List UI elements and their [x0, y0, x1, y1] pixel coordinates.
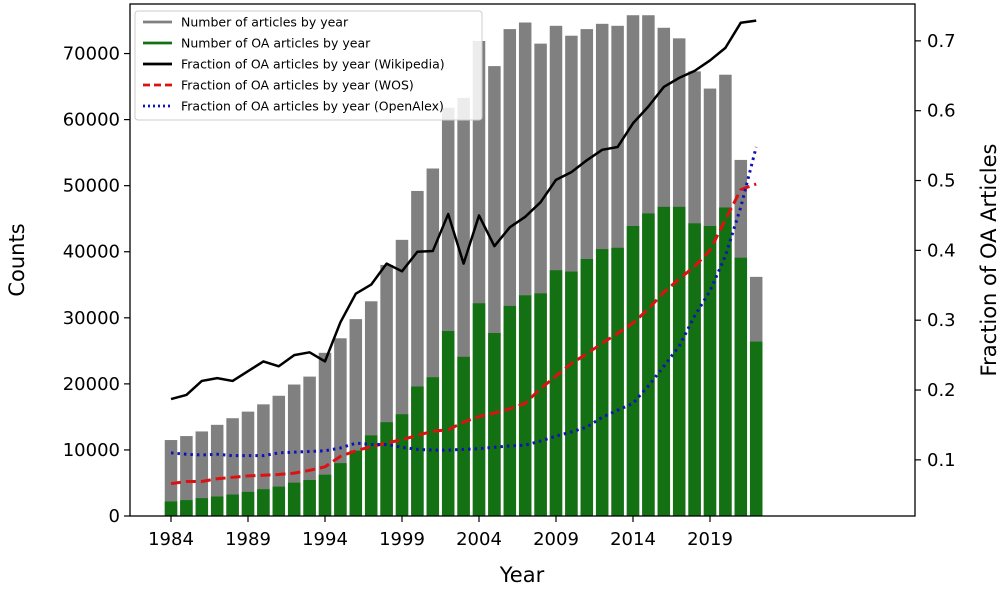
oa-bar-2013 [611, 247, 624, 516]
oa-bar-1988 [226, 494, 239, 516]
legend-label-total: Number of articles by year [181, 15, 349, 30]
oa-bar-1996 [349, 450, 363, 516]
oa-bar-1993 [303, 479, 316, 516]
y-left-tick-label-70000: 70000 [63, 44, 120, 65]
oa-bar-1994 [318, 474, 332, 516]
total-bar-1990 [257, 404, 270, 516]
openalex-fraction-line [170, 146, 758, 458]
oa-bar-2006 [503, 305, 517, 516]
oa-bar-2022 [749, 341, 763, 516]
total-bar-1985 [180, 436, 193, 516]
oa-bar-2018 [688, 223, 701, 516]
y-right-tick-label-0.3: 0.3 [927, 310, 956, 331]
oa-bar-1997 [364, 435, 378, 516]
oa-articles-bars [164, 206, 763, 517]
total-bar-1988 [226, 418, 239, 516]
oa-bar-2012 [595, 249, 609, 516]
oa-bar-1999 [395, 414, 409, 516]
total-bar-1987 [210, 424, 224, 516]
x-tick-label-2014: 2014 [610, 529, 656, 550]
y-right-tick-label-0.5: 0.5 [927, 171, 956, 192]
oa-bar-1989 [241, 491, 255, 516]
total-bar-1991 [272, 395, 286, 516]
x-tick-label-2009: 2009 [533, 529, 579, 550]
oa-bar-2003 [457, 356, 470, 516]
oa-bar-2017 [672, 206, 686, 516]
oa-bar-1998 [380, 422, 393, 516]
legend-box [134, 10, 483, 121]
legend-label-wikipedia: Fraction of OA articles by year (Wikiped… [181, 57, 445, 72]
oa-bar-2011 [580, 259, 594, 516]
x-tick-label-2019: 2019 [687, 529, 733, 550]
y-axis-right: 0.1 0.2 0.3 0.4 0.5 0.6 0.7 [915, 31, 956, 471]
wos-fraction-line [170, 182, 757, 486]
y-right-tick-label-0.7: 0.7 [927, 31, 956, 52]
x-tick-label-1984: 1984 [148, 529, 194, 550]
fraction-lines [170, 19, 758, 486]
oa-bar-1990 [257, 489, 270, 516]
y-right-tick-label-0.2: 0.2 [927, 380, 956, 401]
y-left-tick-label-10000: 10000 [63, 440, 120, 461]
wikipedia-fraction-line [170, 19, 757, 401]
y-axis-right-title: Fraction of OA Articles [977, 144, 1000, 377]
oa-bar-2020 [719, 207, 732, 517]
oa-bar-2009 [549, 270, 563, 516]
oa-bar-2014 [626, 225, 640, 517]
x-tick-label-2004: 2004 [456, 529, 502, 550]
oa-bar-1991 [272, 486, 286, 516]
y-axis-left-title: Counts [5, 223, 29, 296]
x-axis-title: Year [499, 563, 545, 587]
oa-bar-1995 [334, 463, 347, 516]
oa-bar-2016 [657, 206, 671, 516]
total-bar-1984 [164, 440, 178, 516]
y-axis-left: 0 10000 20000 30000 40000 50000 60000 70000 [63, 44, 130, 527]
oa-bar-2004 [472, 303, 486, 516]
x-axis: 1984 1989 1994 1999 2004 2009 2014 2019 [148, 516, 733, 550]
y-left-tick-label-0: 0 [109, 506, 120, 527]
y-right-tick-label-0.1: 0.1 [927, 450, 956, 471]
plot-frame [129, 3, 916, 517]
oa-bar-2019 [703, 225, 717, 517]
x-tick-label-1989: 1989 [225, 529, 271, 550]
y-left-tick-label-40000: 40000 [63, 242, 120, 263]
legend-label-openalex: Fraction of OA articles by year (OpenAle… [181, 99, 444, 114]
y-left-tick-label-20000: 20000 [63, 374, 120, 395]
x-tick-label-1999: 1999 [379, 529, 425, 550]
legend: Number of articles by year Number of OA a… [134, 10, 483, 121]
oa-bar-2005 [488, 333, 501, 516]
oa-bar-1984 [164, 501, 178, 516]
y-right-tick-label-0.6: 0.6 [927, 101, 956, 122]
legend-label-oa: Number of OA articles by year [181, 36, 371, 51]
x-tick-label-1994: 1994 [302, 529, 348, 550]
oa-bar-2015 [642, 213, 655, 517]
oa-bar-2021 [734, 257, 748, 516]
oa-bar-1992 [287, 482, 301, 516]
y-left-tick-label-50000: 50000 [63, 176, 120, 197]
total-bar-1989 [241, 411, 255, 516]
oa-bar-2008 [534, 293, 547, 516]
oa-bar-1985 [180, 500, 193, 516]
oa-bar-2000 [411, 386, 424, 516]
oa-bar-2007 [518, 295, 532, 516]
oa-bar-2002 [441, 331, 455, 516]
legend-label-wos: Fraction of OA articles by year (WOS) [181, 78, 414, 93]
y-left-tick-label-60000: 60000 [63, 110, 120, 131]
total-bar-1986 [195, 431, 209, 516]
oa-bar-2001 [426, 377, 440, 516]
oa-bar-2010 [565, 271, 578, 516]
oa-bar-1987 [210, 496, 224, 516]
oa-bar-1986 [195, 498, 209, 516]
y-left-tick-label-30000: 30000 [63, 308, 120, 329]
y-right-tick-label-0.4: 0.4 [927, 240, 956, 261]
